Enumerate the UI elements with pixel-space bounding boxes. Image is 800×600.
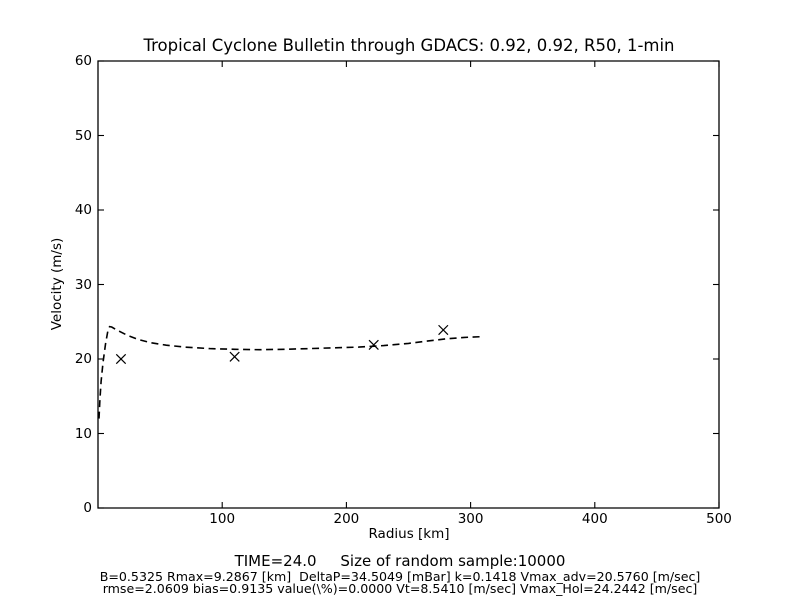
y-tick-label: 0 bbox=[83, 500, 92, 516]
chart-title: Tropical Cyclone Bulletin through GDACS:… bbox=[143, 36, 675, 55]
x-marker bbox=[438, 324, 449, 336]
y-tick-label: 10 bbox=[74, 425, 92, 442]
y-tick-label: 60 bbox=[74, 53, 92, 69]
footer-time-line: TIME=24.0 Size of random sample:10000 bbox=[234, 552, 566, 570]
footer-params-line: B=0.5325 Rmax=9.2867 [km] DeltaP=34.5049… bbox=[99, 569, 701, 584]
y-tick-label: 40 bbox=[74, 202, 92, 218]
x-tick-label: 300 bbox=[457, 511, 484, 527]
x-marker bbox=[229, 351, 240, 362]
x-tick-label: 200 bbox=[333, 511, 360, 527]
y-tick-label: 30 bbox=[74, 276, 92, 293]
x-tick-label: 500 bbox=[706, 511, 732, 527]
y-tick-label: 50 bbox=[74, 127, 92, 144]
x-tick-label: 400 bbox=[581, 511, 608, 527]
axes-frame bbox=[97, 60, 720, 509]
x-marker bbox=[368, 339, 379, 350]
x-tick-label: 100 bbox=[209, 511, 236, 527]
dashed-fit-curve bbox=[98, 325, 484, 419]
x-marker bbox=[115, 353, 127, 365]
y-tick-label: 20 bbox=[74, 351, 92, 367]
x-axis-label: Radius [km] bbox=[368, 526, 450, 542]
footer-stats-line: rmse=2.0609 bias=0.9135 value(\%)=0.0000… bbox=[102, 581, 698, 596]
